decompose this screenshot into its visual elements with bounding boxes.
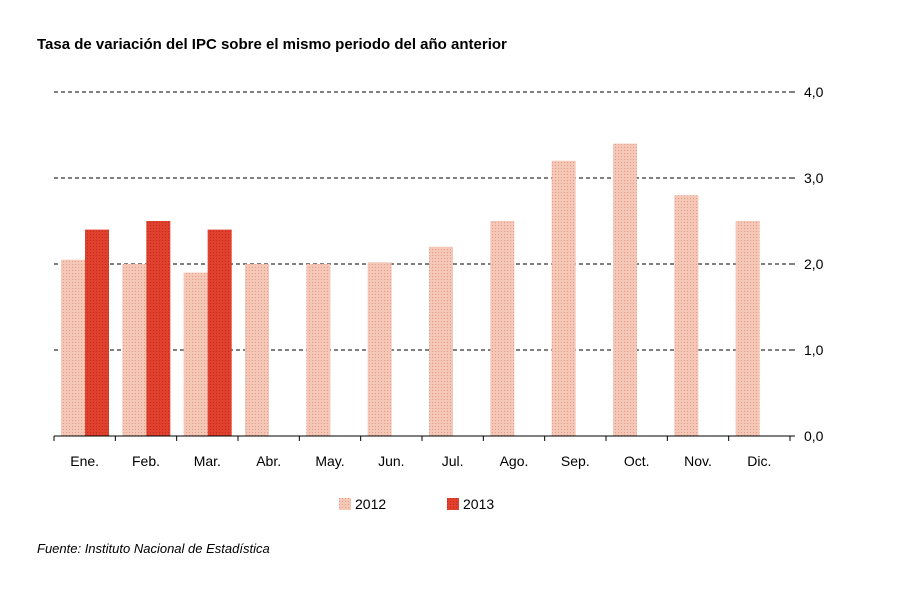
x-tick-label: Jun. — [378, 453, 404, 469]
bar-2012-10 — [613, 143, 637, 436]
bars — [61, 143, 760, 437]
x-tick-label: Oct. — [624, 453, 650, 469]
legend-swatch-2013 — [447, 498, 459, 510]
x-tick-label: Abr. — [256, 453, 281, 469]
x-tick-label: Sep. — [561, 453, 590, 469]
x-tick-label: Jul. — [442, 453, 464, 469]
bar-2012-9 — [551, 160, 576, 437]
y-axis-labels: 0,0 1,0 2,0 3,0 4,0 — [804, 84, 824, 444]
x-tick-label: Feb. — [132, 453, 160, 469]
x-tick-label: Dic. — [747, 453, 771, 469]
x-axis-labels: Ene. Feb. Mar. Abr. May. Jun. Jul. Ago. Sep. Oct.… — [70, 453, 771, 469]
bar-2012-8 — [490, 221, 515, 436]
x-tick-label: Nov. — [684, 453, 712, 469]
x-tick-label: Ago. — [500, 453, 529, 469]
bar-2013-1 — [85, 229, 109, 436]
bar-2012-11 — [674, 195, 699, 436]
legend-swatch-2012 — [339, 498, 351, 510]
legend-label-2012: 2012 — [355, 496, 386, 512]
y-tick-label: 4,0 — [804, 84, 824, 100]
source-note: Fuente: Instituto Nacional de Estadístic… — [37, 541, 270, 556]
y-tick-label: 3,0 — [804, 170, 824, 186]
bar-2013-3 — [207, 229, 232, 436]
bar-2012-6 — [367, 262, 392, 436]
bar-2012-5 — [306, 264, 331, 436]
y-tick-label: 0,0 — [804, 428, 824, 444]
y-tick-label: 1,0 — [804, 342, 824, 358]
bar-2013-2 — [146, 221, 171, 436]
x-tick-label: May. — [315, 453, 344, 469]
x-axis — [53, 91, 795, 441]
bar-2012-4 — [245, 264, 269, 436]
legend: 2012 2013 — [339, 496, 494, 512]
bar-2012-7 — [429, 246, 453, 436]
bar-2012-12 — [735, 221, 760, 436]
x-tick-label: Mar. — [194, 453, 221, 469]
chart-title: Tasa de variación del IPC sobre el mismo… — [37, 36, 507, 53]
grid-lines — [54, 91, 790, 351]
y-tick-label: 2,0 — [804, 256, 824, 272]
bar-2012-2 — [122, 264, 147, 436]
bar-2012-1 — [61, 259, 85, 436]
legend-label-2013: 2013 — [463, 496, 494, 512]
bar-2012-3 — [183, 272, 208, 436]
x-tick-label: Ene. — [70, 453, 99, 469]
